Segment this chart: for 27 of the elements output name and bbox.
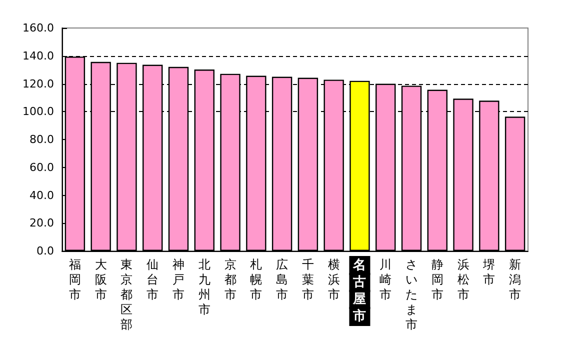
y-tick-label: 0.0 <box>36 244 54 258</box>
y-tick-label: 120.0 <box>22 77 54 90</box>
y-tick-label: 100.0 <box>22 105 54 118</box>
x-tick-label: 福岡市 <box>68 258 81 302</box>
y-tick-label: 160.0 <box>22 22 54 34</box>
x-tick-label: 横浜市 <box>328 258 340 302</box>
x-tick-label: 浜松市 <box>457 258 470 302</box>
x-tick-label: 東京都区部 <box>120 258 133 332</box>
x-tick-label: 札幌市 <box>250 258 262 302</box>
x-tick-label: 広島市 <box>276 258 288 302</box>
y-tick-label: 80.0 <box>30 133 54 146</box>
x-tick-label: 神戸市 <box>172 258 184 302</box>
x-tick-label: 仙台市 <box>146 258 159 302</box>
x-tick-label: 北九州市 <box>198 258 210 316</box>
x-tick-label: 名古屋市 <box>352 258 366 324</box>
x-tick-label: 京都市 <box>224 258 236 302</box>
x-tick-label: 大阪市 <box>94 258 107 302</box>
x-tick-label: さいたま市 <box>406 258 418 332</box>
x-tick-label: 静岡市 <box>431 258 444 302</box>
y-tick-label: 60.0 <box>30 160 54 174</box>
x-tick-label: 千葉市 <box>302 258 314 302</box>
y-tick-label: 140.0 <box>22 49 54 62</box>
y-tick-label: 40.0 <box>30 188 54 202</box>
y-tick-label: 20.0 <box>30 216 54 230</box>
x-tick-label: 川崎市 <box>380 258 392 302</box>
x-tick-label: 堺市 <box>482 258 496 286</box>
x-tick-label: 新潟市 <box>509 258 522 302</box>
